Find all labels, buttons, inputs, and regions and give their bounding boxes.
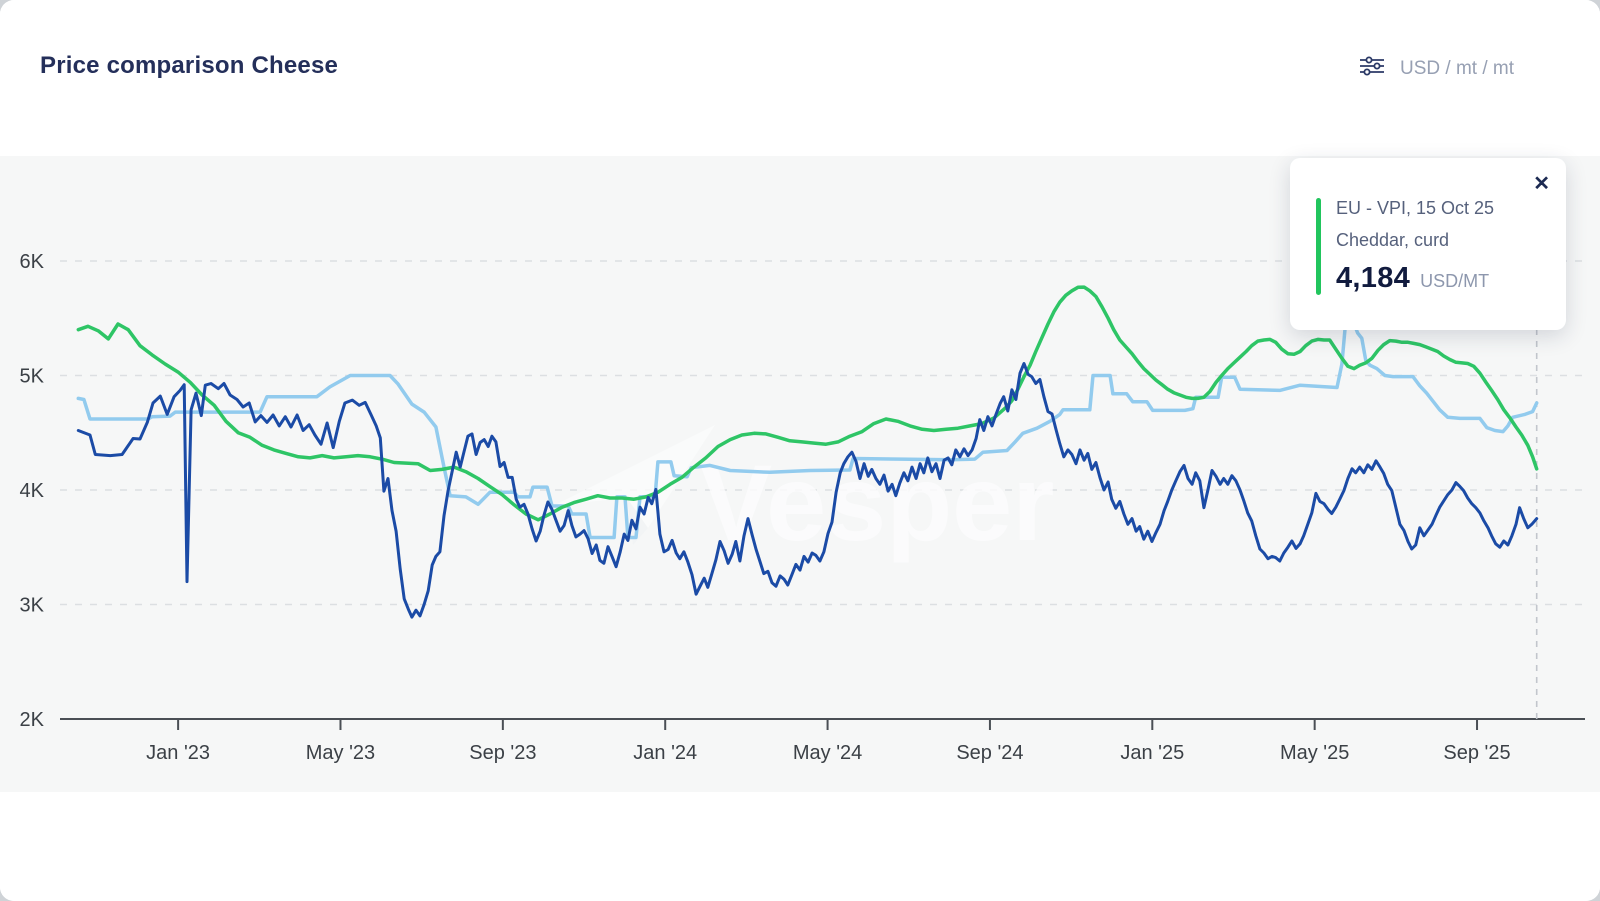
tooltip-price-value: 4,184: [1336, 262, 1411, 294]
tooltip-close-icon[interactable]: ✕: [1533, 173, 1550, 195]
chart-tooltip: ✕ EU - VPI, 15 Oct 25 Cheddar, curd 4,18…: [1290, 158, 1566, 330]
sliders-icon: [1360, 56, 1384, 81]
unit-selector-label: USD / mt / mt: [1400, 57, 1514, 79]
card-header: Price comparison Cheese USD / mt / mt: [0, 0, 1600, 156]
page-title: Price comparison Cheese: [40, 52, 339, 79]
tooltip-product: Cheddar, curd: [1336, 230, 1450, 250]
tooltip-series-accent-bar: [1316, 198, 1321, 295]
legend-strip: Legend: Cheese, blocks (US - CME Call): [0, 792, 1600, 901]
unit-selector[interactable]: USD / mt / mt: [1360, 56, 1514, 81]
tooltip-source-date: EU - VPI, 15 Oct 25: [1336, 198, 1495, 218]
tooltip-price-unit: USD/MT: [1420, 271, 1490, 291]
